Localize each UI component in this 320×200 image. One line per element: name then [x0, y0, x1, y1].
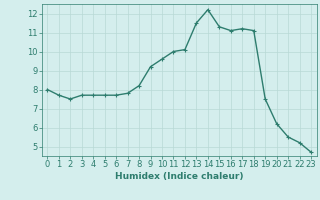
X-axis label: Humidex (Indice chaleur): Humidex (Indice chaleur): [115, 172, 244, 181]
